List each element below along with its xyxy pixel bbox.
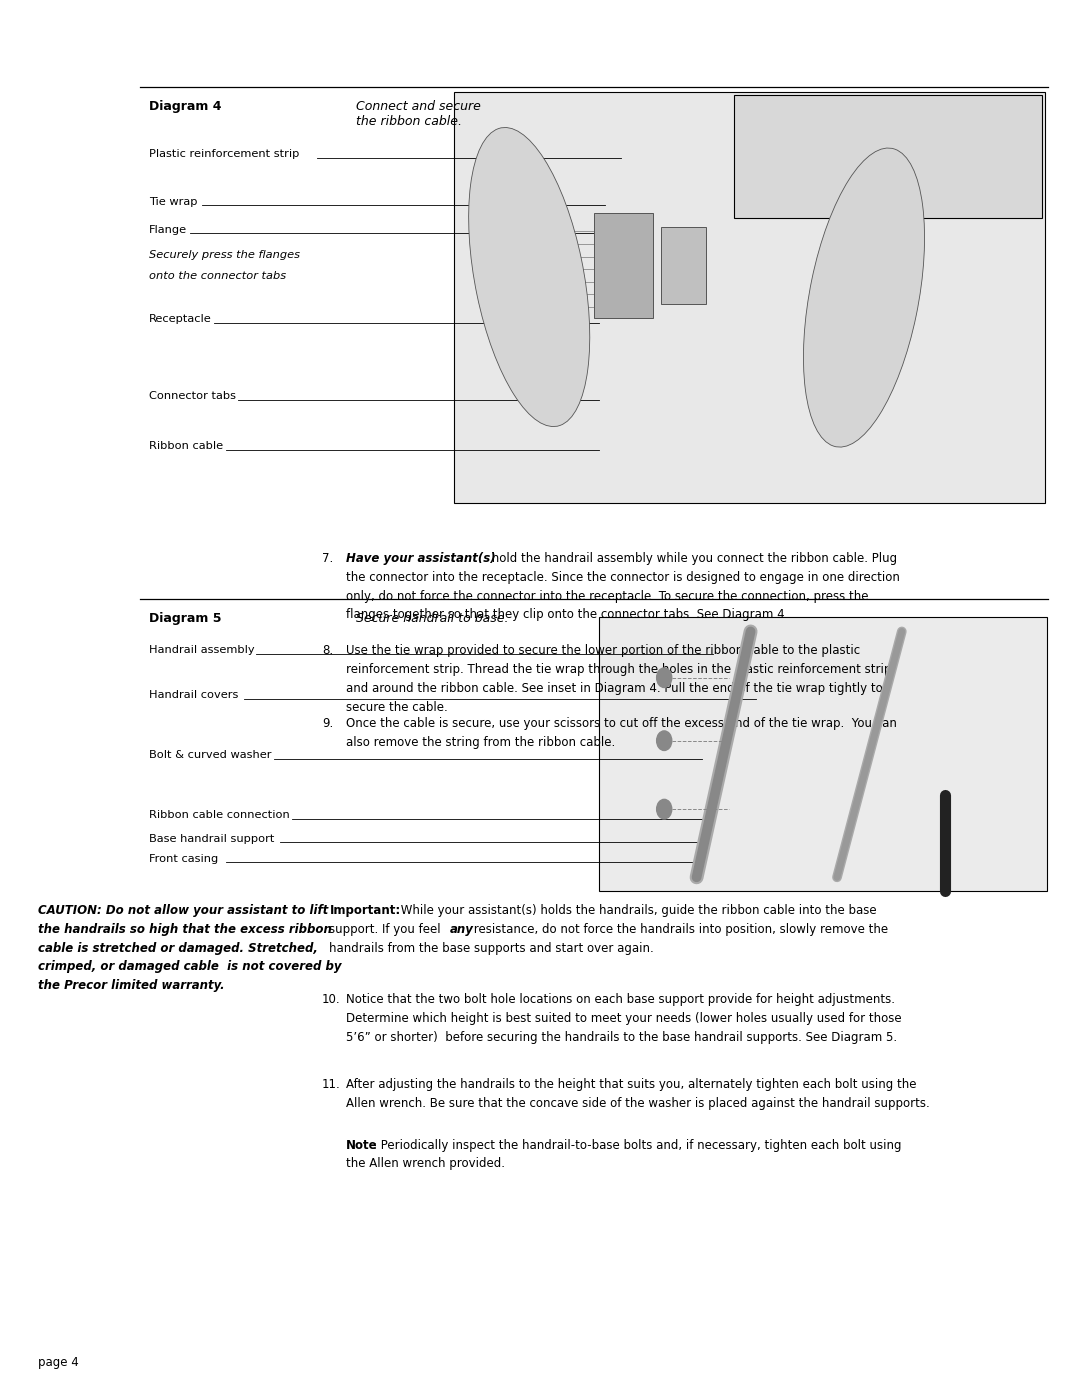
Text: any: any [449,923,473,936]
Text: 8.: 8. [322,644,333,657]
Text: Handrail assembly: Handrail assembly [149,645,255,655]
Text: Note: Note [346,1139,377,1151]
Text: Securely press the flanges: Securely press the flanges [149,250,300,260]
Text: the Precor limited warranty.: the Precor limited warranty. [38,979,225,992]
Text: : Periodically inspect the handrail-to-base bolts and, if necessary, tighten eac: : Periodically inspect the handrail-to-b… [373,1139,902,1151]
Text: Important:: Important: [329,904,401,916]
Text: handrails from the base supports and start over again.: handrails from the base supports and sta… [329,942,654,954]
Text: the connector into the receptacle. Since the connector is designed to engage in : the connector into the receptacle. Since… [346,570,900,584]
Text: crimped, or damaged cable  is not covered by: crimped, or damaged cable is not covered… [38,961,341,974]
Text: only, do not force the connector into the receptacle. To secure the connection, : only, do not force the connector into th… [346,590,868,602]
Text: Plastic reinforcement strip: Plastic reinforcement strip [149,149,299,159]
Text: secure the cable.: secure the cable. [346,700,447,714]
Text: page 4: page 4 [38,1356,79,1369]
Text: 10.: 10. [322,993,340,1006]
Text: cable is stretched or damaged. Stretched,: cable is stretched or damaged. Stretched… [38,942,318,954]
Circle shape [657,668,672,687]
Text: While your assistant(s) holds the handrails, guide the ribbon cable into the bas: While your assistant(s) holds the handra… [397,904,877,916]
Text: Connector tabs: Connector tabs [149,391,237,401]
Text: Base handrail support: Base handrail support [149,834,274,844]
Text: Receptacle: Receptacle [149,314,212,324]
Bar [661,228,706,305]
Text: CAUTION: Do not allow your assistant to lift: CAUTION: Do not allow your assistant to … [38,904,328,916]
Text: Tie wrap: Tie wrap [149,197,198,207]
Text: and around the ribbon cable. See inset in Diagram 4. Pull the end of the tie wra: and around the ribbon cable. See inset i… [346,682,882,694]
Ellipse shape [469,127,590,426]
Text: onto the connector tabs: onto the connector tabs [149,271,286,281]
Text: Use the tie wrap provided to secure the lower portion of the ribbon cable to the: Use the tie wrap provided to secure the … [346,644,860,657]
Text: Flange: Flange [149,225,187,235]
Circle shape [657,731,672,750]
Text: Diagram 5: Diagram 5 [149,612,221,624]
Text: 7.: 7. [322,552,333,564]
Text: After adjusting the handrails to the height that suits you, alternately tighten : After adjusting the handrails to the hei… [346,1078,916,1091]
Text: Diagram 4: Diagram 4 [149,101,221,113]
Text: flanges together so that they clip onto the connector tabs. See Diagram 4.: flanges together so that they clip onto … [346,609,788,622]
Text: Once the cable is secure, use your scissors to cut off the excess end of the tie: Once the cable is secure, use your sciss… [346,717,896,729]
Text: Front casing: Front casing [149,854,218,863]
Ellipse shape [804,148,924,447]
Text: hold the handrail assembly while you connect the ribbon cable. Plug: hold the handrail assembly while you con… [488,552,897,564]
Bar [594,214,653,319]
Bar [454,92,1045,503]
Text: Ribbon cable: Ribbon cable [149,441,224,451]
Text: also remove the string from the ribbon cable.: also remove the string from the ribbon c… [346,736,615,749]
Bar [734,95,1042,218]
Text: 5’6” or shorter)  before securing the handrails to the base handrail supports. S: 5’6” or shorter) before securing the han… [346,1031,896,1044]
Text: resistance, do not force the handrails into position, slowly remove the: resistance, do not force the handrails i… [470,923,888,936]
Text: 9.: 9. [322,717,333,729]
Text: Notice that the two bolt hole locations on each base support provide for height : Notice that the two bolt hole locations … [346,993,894,1006]
Circle shape [657,799,672,819]
Text: the Allen wrench provided.: the Allen wrench provided. [346,1157,504,1171]
Text: Ribbon cable connection: Ribbon cable connection [149,810,289,820]
Text: the handrails so high that the excess ribbon: the handrails so high that the excess ri… [38,923,332,936]
Text: Allen wrench. Be sure that the concave side of the washer is placed against the : Allen wrench. Be sure that the concave s… [346,1098,930,1111]
Text: Secure handrail to base.: Secure handrail to base. [356,612,509,624]
Text: Connect and secure
the ribbon cable.: Connect and secure the ribbon cable. [356,101,482,129]
Bar [599,617,1047,891]
Text: Bolt & curved washer: Bolt & curved washer [149,750,271,760]
Text: Handrail covers: Handrail covers [149,690,239,700]
Text: support. If you feel: support. If you feel [329,923,445,936]
Text: 11.: 11. [322,1078,340,1091]
Text: Have your assistant(s): Have your assistant(s) [346,552,496,564]
Text: reinforcement strip. Thread the tie wrap through the holes in the plastic reinfo: reinforcement strip. Thread the tie wrap… [346,662,891,676]
Text: Determine which height is best suited to meet your needs (lower holes usually us: Determine which height is best suited to… [346,1011,901,1025]
